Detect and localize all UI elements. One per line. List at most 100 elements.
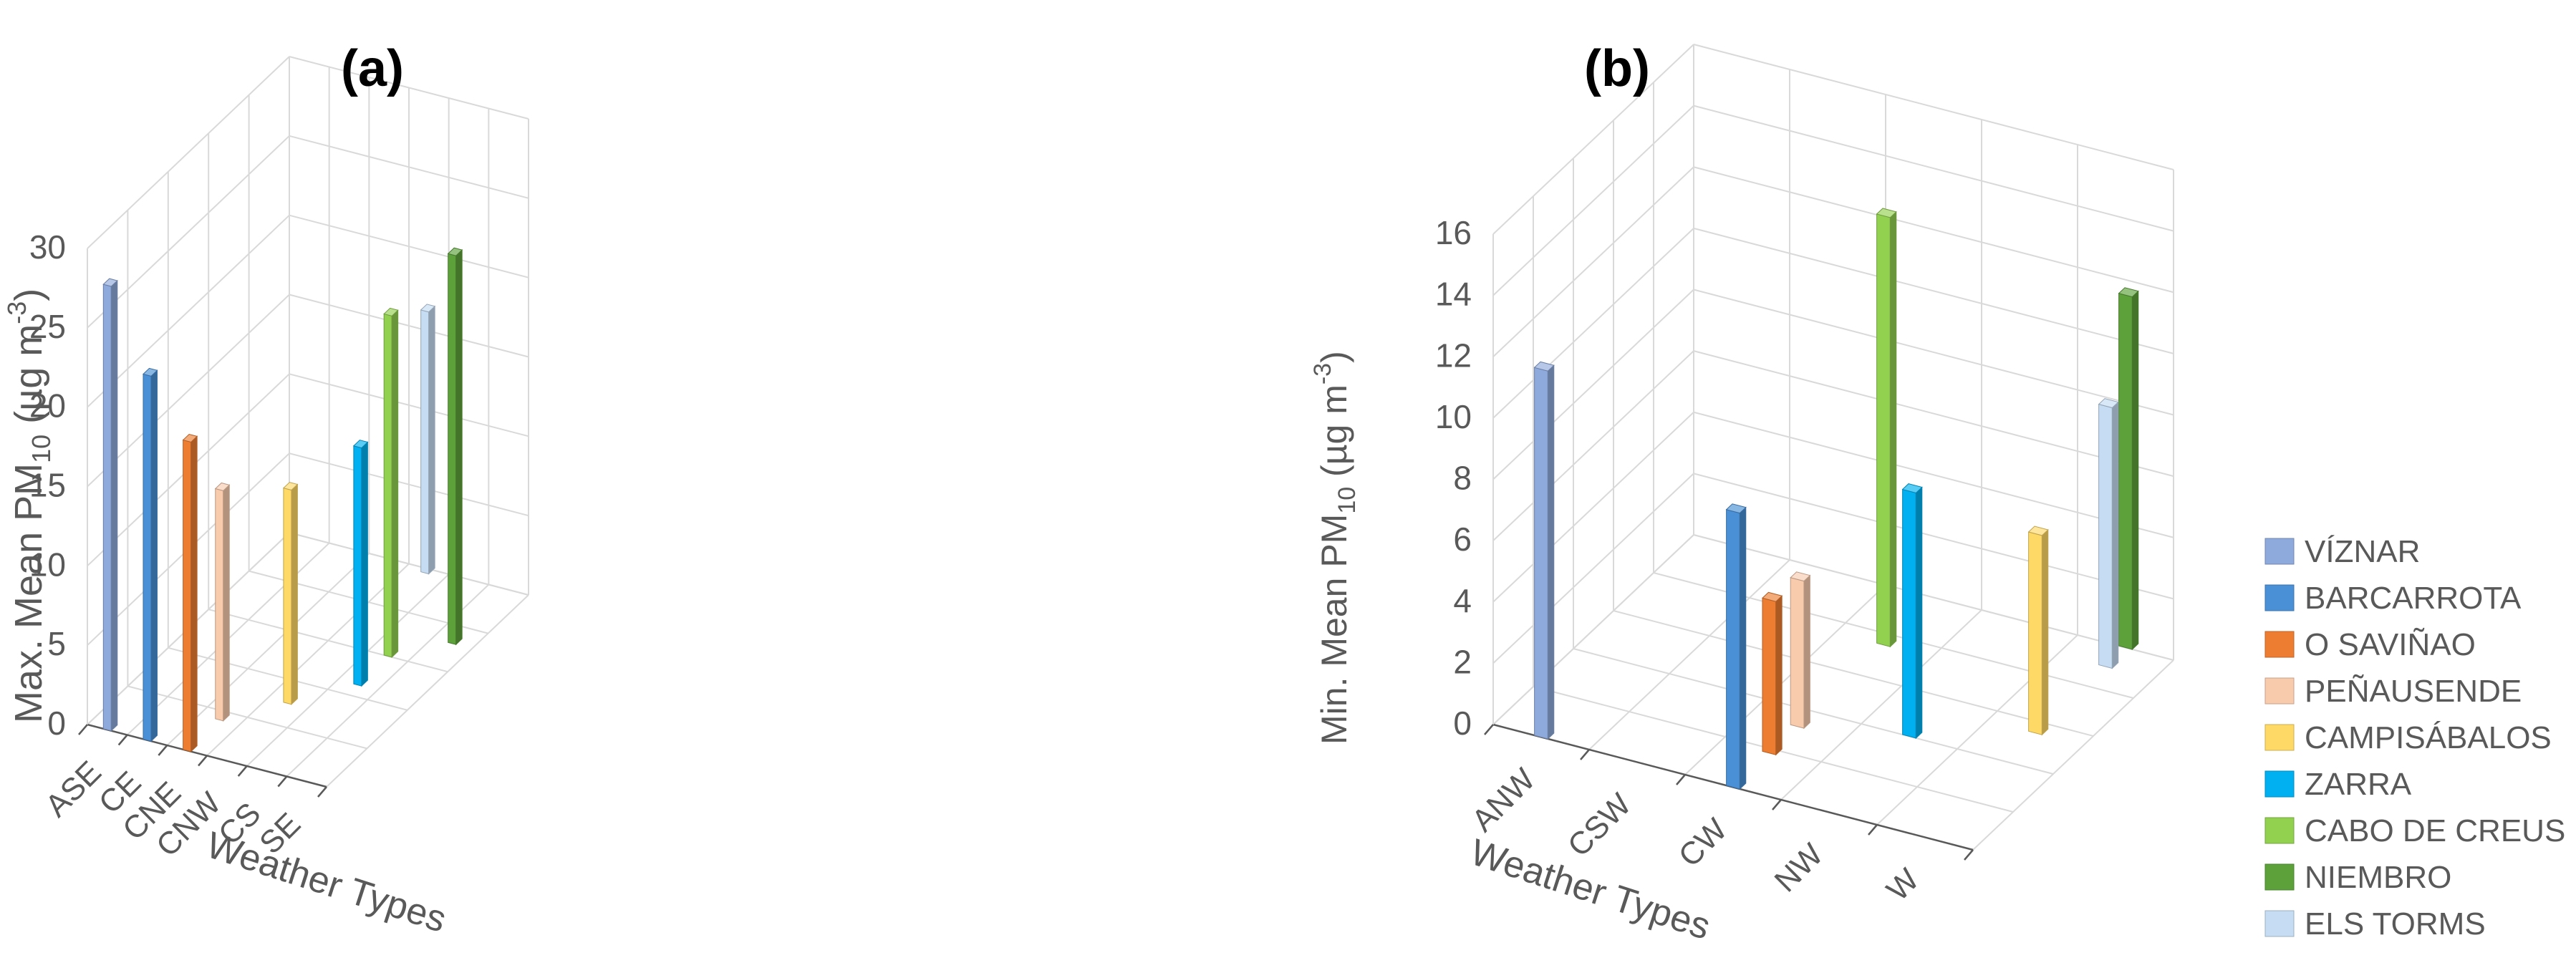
bar: SE — NIEMBRO: 24.5: [447, 247, 463, 646]
bar-face: [1534, 367, 1548, 740]
y-tick-label: 14: [1435, 276, 1472, 313]
panel-a-bars: CNW — ELS TORMS: 16.5 SE — NIEMBRO: 24.5 C…: [102, 247, 463, 752]
panel-b-y-tick-labels: 0 2 4 6 8 10 12 14 16: [1435, 214, 1472, 742]
bar: W — NIEMBRO: 11.5: [2118, 287, 2139, 651]
panel-a-axes: [78, 248, 327, 798]
bar: W — ELS TORMS: 8.5: [2098, 398, 2119, 669]
bar: CE — BARCARROTA: 23: [142, 367, 158, 742]
legend-swatch: [2264, 538, 2295, 565]
bar-face: [1775, 595, 1783, 756]
floor-gridline: [1613, 610, 2094, 737]
legend-label: ELS TORMS: [2305, 906, 2486, 941]
x-axis-tick-mark: [1868, 824, 1878, 836]
bar: ANW — VÍZNAR: 12: [1533, 361, 1555, 740]
legend-swatch: [2264, 817, 2295, 844]
legend-label: ZARRA: [2305, 767, 2412, 802]
left-wall-gridline: [87, 56, 290, 249]
y-tick-label: 10: [29, 546, 66, 583]
panel-b-ylabel-main: Min. Mean PM: [1314, 514, 1354, 745]
x-axis-tick-mark: [1580, 749, 1590, 760]
bar-face: [2027, 526, 2049, 536]
floor-gridline: [1573, 648, 2054, 775]
x-axis-tick-mark: [1676, 774, 1686, 785]
panel-b-ylabel-close: ): [1314, 351, 1354, 363]
bar-face: [102, 284, 112, 732]
panel-a-y-tick-labels: 0 5 10 15 20 25 30: [29, 228, 66, 742]
bar-face: [1547, 364, 1555, 740]
x-axis-tick-mark: [1964, 849, 1974, 861]
panel-b-ylabel-sup: -3: [1309, 363, 1336, 384]
legend-swatch: [2264, 910, 2295, 937]
bar-face: [1790, 571, 1811, 582]
bar: CNW — CAMPISÁBALOS: 13.5: [282, 482, 299, 705]
floor-gridline: [1684, 584, 1886, 775]
bar: W — CAMPISÁBALOS: 6.5: [2027, 526, 2049, 736]
x-axis-tick-mark: [237, 765, 248, 777]
y-tick-label: 25: [29, 308, 66, 345]
x-axis-tick-mark: [277, 775, 288, 788]
bar-face: [1876, 213, 1891, 647]
bar: NW — ZARRA: 8: [1901, 483, 1923, 740]
bar-face: [2131, 290, 2139, 651]
bar-face: [353, 445, 362, 687]
left-wall-gridline: [1492, 166, 1694, 357]
bar-face: [361, 441, 368, 687]
panel-b-label: (b): [1584, 40, 1650, 97]
y-tick-label: 10: [1435, 398, 1472, 435]
floor-gridline: [246, 573, 450, 767]
left-wall-gridline: [1492, 350, 1694, 541]
bar-face: [2118, 293, 2133, 650]
left-wall-gridline: [1492, 105, 1694, 296]
y-tick-label: 8: [1453, 460, 1472, 497]
bar-face: [1739, 506, 1747, 790]
legend-label: O SAVIÑAO: [2305, 626, 2476, 662]
bar-face: [102, 278, 118, 287]
panel-b-chart: W — NIEMBRO: 11.5W — ELS TORMS: 8.5 CW — …: [1309, 40, 2174, 948]
bar-face: [1725, 503, 1747, 514]
bar: ASE — VÍZNAR: 28: [102, 278, 118, 732]
x-tick-label: W: [1880, 862, 1926, 908]
left-wall-gridline: [87, 294, 290, 488]
floor-gridline: [326, 594, 529, 788]
floor-gridline: [1492, 534, 1694, 725]
panel-a-ylabel-sub: 10: [26, 435, 56, 463]
bar-face: [1726, 509, 1740, 790]
bar-face: [352, 440, 369, 449]
floor-gridline: [1972, 659, 2174, 851]
bar-face: [150, 369, 158, 742]
bar-face: [182, 433, 198, 442]
x-axis-tick-mark: [1484, 724, 1494, 735]
bar-face: [455, 248, 463, 646]
panel-a-chart: CNW — ELS TORMS: 16.5 SE — NIEMBRO: 24.5 C…: [2, 40, 529, 941]
legend-swatch: [2264, 863, 2295, 891]
panel-a-ylabel-sup: -3: [2, 301, 32, 324]
back-wall-gridline: [1693, 166, 2174, 294]
panel-a-ylabel-main: Max. Mean PM: [7, 463, 50, 723]
bar-face: [391, 309, 399, 659]
floor-gridline: [127, 685, 367, 750]
legend-swatch: [2264, 584, 2295, 611]
bar-face: [383, 313, 392, 658]
legend-label: PEÑAUSENDE: [2305, 673, 2522, 709]
floor-gridline: [166, 553, 370, 746]
back-wall-gridline: [1693, 44, 2174, 170]
bar-face: [1876, 208, 1897, 218]
bar: CS — ZARRA: 15: [352, 440, 369, 687]
bar-face: [190, 435, 198, 752]
panel-a-ylabel-unit: (µg m: [7, 324, 50, 435]
bar-face: [1902, 488, 1916, 739]
floor-gridline: [1693, 534, 2174, 661]
back-wall-gridline: [1693, 105, 2174, 232]
bar-face: [214, 482, 231, 491]
bar: CW — BARCARROTA: 9: [1725, 503, 1747, 790]
bar-face: [1901, 483, 1923, 494]
y-tick-label: 0: [1453, 705, 1472, 742]
legend: VÍZNAR BARCARROTA O SAVIÑAO PEÑAUSENDE CAMPI…: [2264, 534, 2565, 941]
panel-a-y-axis-title: Max. Mean PM10 (µg m-3): [2, 289, 56, 723]
y-tick-label: 30: [29, 228, 66, 266]
back-wall-gridline: [1693, 289, 2174, 416]
bar-face: [428, 305, 435, 575]
bar-face: [215, 488, 224, 722]
legend-swatch: [2264, 770, 2295, 798]
